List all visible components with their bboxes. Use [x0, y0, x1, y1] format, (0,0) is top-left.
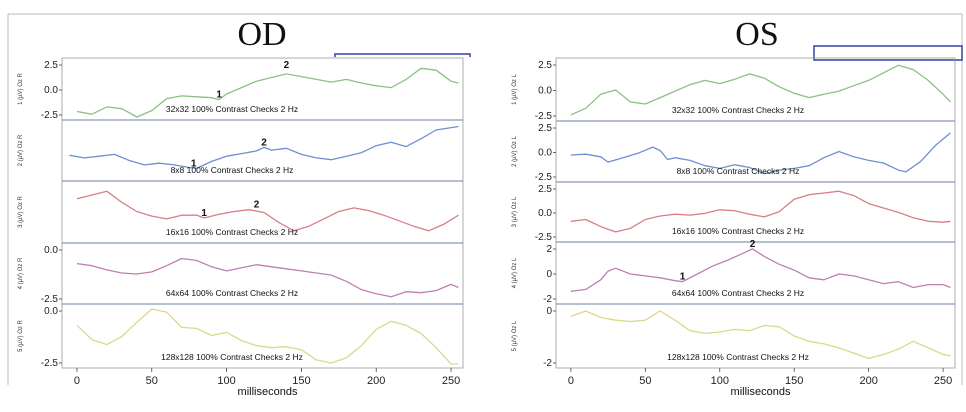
peak-marker: 1	[680, 272, 686, 283]
condition-label: 32x32 100% Contrast Checks 2 Hz	[166, 104, 298, 114]
peak-marker: 2	[284, 60, 290, 71]
x-tick-label: 50	[639, 375, 651, 387]
os-selection-box	[813, 45, 963, 61]
y-tick-label: -2.5	[41, 110, 59, 121]
vep-trace	[76, 67, 459, 118]
plot-frame	[61, 57, 464, 369]
panel-y-label: 2 (µV) Oz L	[512, 135, 518, 166]
x-tick-label: 250	[934, 375, 952, 387]
y-tick-label: -2	[543, 294, 552, 305]
y-tick-label: 0.0	[44, 245, 58, 256]
panel-y-label: 3 (µV) Oz L	[512, 196, 518, 227]
panel-5: 0 -2 5 (µV) Oz L 128x128 100% Contrast Chec…	[512, 306, 951, 369]
y-tick-label: -2.5	[535, 111, 553, 122]
x-tick-label: 50	[146, 375, 158, 387]
panel-y-label: 3 (µV) Oz R	[18, 195, 24, 227]
panel-3: 2.5 0.0 -2.5 3 (µV) Oz L 16x16 100% Contrast…	[512, 184, 955, 243]
y-tick-label: 0.0	[538, 86, 552, 97]
x-tick-label: 150	[785, 375, 803, 387]
panel-y-label: 4 (µV) Oz R	[18, 257, 24, 289]
y-tick-label: 2.5	[538, 60, 552, 71]
vep-trace	[69, 125, 459, 170]
panel-1: 2.5 0.0 -2.5 1 (µV) Oz L 32x32 100% Contrast…	[512, 60, 955, 122]
vep-trace	[570, 248, 951, 292]
condition-label: 64x64 100% Contrast Checks 2 Hz	[166, 288, 298, 298]
vep-trace	[76, 308, 459, 365]
vep-trace	[570, 310, 951, 360]
panel-y-label: 5 (µV) Oz L	[512, 320, 518, 351]
x-tick-label: 100	[711, 375, 729, 387]
y-tick-label: 0.0	[44, 85, 58, 96]
y-tick-label: -2.5	[41, 294, 59, 305]
y-tick-label: 0.0	[44, 306, 58, 317]
panel-3: 3 (µV) Oz R 16x16 100% Contrast Checks 2 …	[18, 190, 463, 244]
os-chart: OS 2.5 0.0 -2.5 1 (µV) Oz L 32x32 100% Contra…	[512, 16, 956, 398]
x-axis-label: milliseconds	[731, 386, 791, 398]
panel-2: 2 (µV) Oz R 8x8 100% Contrast Checks 2 Hz…	[18, 125, 463, 182]
vep-trace	[570, 64, 951, 116]
x-tick-label: 200	[367, 375, 385, 387]
condition-label: 8x8 100% Contrast Checks 2 Hz	[677, 166, 800, 176]
y-tick-label: 2	[546, 244, 552, 255]
y-tick-label: -2.5	[41, 358, 59, 369]
y-tick-label: 0.0	[538, 208, 552, 219]
x-tick-label: 100	[217, 375, 235, 387]
y-tick-label: 2.5	[44, 60, 58, 71]
y-tick-label: 0.0	[538, 148, 552, 159]
vep-trace	[570, 190, 951, 233]
od-title: OD	[237, 16, 286, 53]
vep-trace	[76, 257, 459, 298]
x-tick-label: 0	[74, 375, 80, 387]
x-tick-label: 0	[568, 375, 574, 387]
x-tick-label: 250	[442, 375, 460, 387]
peak-marker: 1	[216, 90, 222, 101]
y-tick-label: 0	[546, 306, 552, 317]
condition-label: 128x128 100% Contrast Checks 2 Hz	[667, 352, 809, 362]
condition-label: 16x16 100% Contrast Checks 2 Hz	[672, 226, 804, 236]
peak-marker: 1	[201, 208, 207, 219]
peak-marker: 2	[254, 200, 260, 211]
y-tick-label: 2.5	[538, 123, 552, 134]
vep-trace	[76, 190, 459, 232]
panel-y-label: 1 (µV) Oz L	[512, 73, 518, 104]
panel-y-label: 2 (µV) Oz R	[18, 134, 24, 166]
panel-5: 0.0 -2.5 5 (µV) Oz R 128x128 100% Contrast …	[18, 306, 459, 369]
y-tick-label: -2.5	[535, 232, 553, 243]
os-title: OS	[735, 16, 778, 53]
panel-y-label: 1 (µV) Oz R	[18, 72, 24, 104]
condition-label: 64x64 100% Contrast Checks 2 Hz	[672, 288, 804, 298]
condition-label: 32x32 100% Contrast Checks 2 Hz	[672, 105, 804, 115]
panel-y-label: 5 (µV) Oz R	[18, 319, 24, 351]
condition-label: 16x16 100% Contrast Checks 2 Hz	[166, 227, 298, 237]
panel-y-label: 4 (µV) Oz L	[512, 257, 518, 288]
vep-trace	[570, 132, 951, 175]
condition-label: 128x128 100% Contrast Checks 2 Hz	[161, 352, 303, 362]
peak-marker: 1	[191, 158, 197, 169]
panel-1: 2.5 0.0 -2.5 1 (µV) Oz R 32x32 100% Contrast…	[18, 60, 463, 121]
y-tick-label: 2.5	[538, 184, 552, 195]
x-tick-label: 150	[292, 375, 310, 387]
peak-marker: 2	[261, 137, 267, 148]
condition-label: 8x8 100% Contrast Checks 2 Hz	[171, 165, 294, 175]
x-axis-label: milliseconds	[238, 386, 298, 398]
y-tick-label: -2.5	[535, 172, 553, 183]
panel-2: 2.5 0.0 -2.5 2 (µV) Oz L 8x8 100% Contrast C…	[512, 123, 955, 183]
panel-4: 2 0 -2 4 (µV) Oz L 64x64 100% Contrast Check…	[512, 239, 955, 305]
y-tick-label: 0	[546, 269, 552, 280]
x-tick-label: 200	[859, 375, 877, 387]
y-tick-label: -2	[543, 358, 552, 369]
panel-4: 0.0 -2.5 4 (µV) Oz R 64x64 100% Contrast Ch…	[18, 245, 463, 305]
od-selection-box	[334, 53, 471, 57]
peak-marker: 2	[750, 239, 756, 250]
